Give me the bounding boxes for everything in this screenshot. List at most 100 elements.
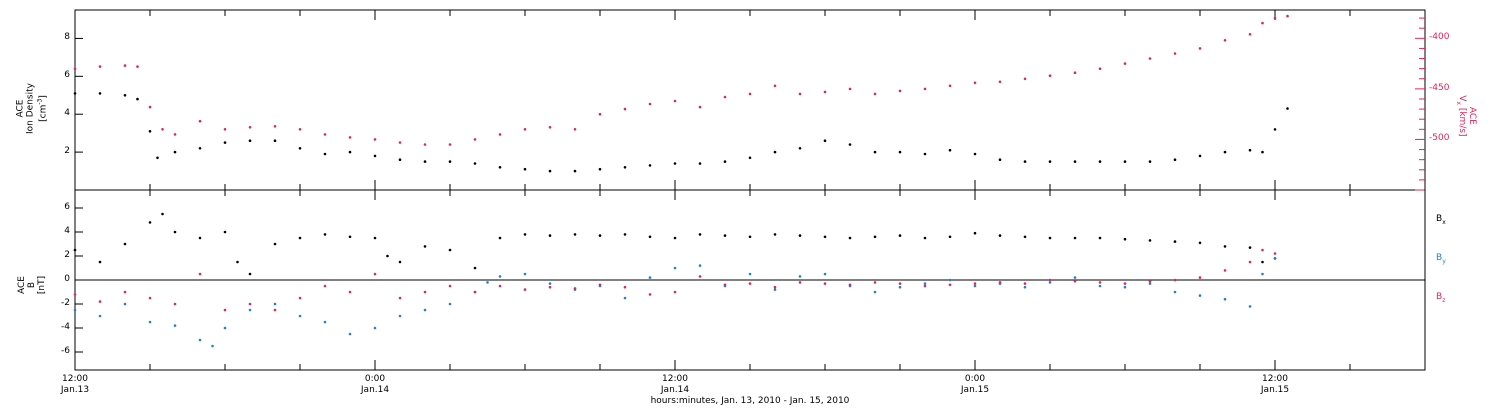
density-point <box>648 164 652 167</box>
density-point <box>823 139 827 142</box>
density-point <box>198 147 202 150</box>
by-point <box>211 344 214 348</box>
bottom-left-axis-label-b: B <box>27 281 37 289</box>
bz-point <box>273 308 277 312</box>
top-left-axis-label-units: [cm-3] <box>36 95 49 122</box>
density-point <box>173 150 177 154</box>
by-point <box>948 278 952 282</box>
by-point <box>1173 290 1177 294</box>
density-point <box>948 148 952 152</box>
bottom-left-tick-label: -4 <box>61 322 70 332</box>
bx-point <box>236 260 239 264</box>
bz-point <box>623 285 627 289</box>
by-point <box>1073 276 1077 279</box>
density-point <box>156 156 159 160</box>
by-point <box>873 290 877 294</box>
vx-point <box>498 133 502 136</box>
density-point <box>248 139 252 142</box>
by-point <box>1123 285 1127 289</box>
x-tick-date: Jan.15 <box>1260 385 1290 395</box>
bz-point <box>673 290 677 294</box>
x-tick-time: 12:00 <box>62 374 88 384</box>
top-left-tick-label: 2 <box>64 146 70 157</box>
bz-point <box>698 275 702 278</box>
x-axis-title: hours:minutes, Jan. 13, 2010 - Jan. 15, … <box>650 396 850 406</box>
density-point <box>748 156 752 160</box>
bx-point <box>1248 246 1252 249</box>
bz-point <box>98 300 102 303</box>
vx-point <box>623 107 627 111</box>
vx-point <box>1248 33 1252 36</box>
vx-point <box>161 128 164 131</box>
density-point <box>923 152 927 156</box>
bz-point <box>923 284 927 288</box>
by-point <box>373 326 377 330</box>
top-left-tick-label: 4 <box>64 108 70 119</box>
bz-point <box>473 290 477 294</box>
bx-point <box>1123 237 1127 241</box>
vx-point <box>598 112 602 116</box>
vx-point <box>1123 62 1127 65</box>
bz-point <box>448 284 452 288</box>
bottom-left-tick-label: -2 <box>61 298 70 308</box>
bz-point <box>998 281 1002 284</box>
by-point <box>898 285 902 289</box>
bx-point <box>398 260 402 264</box>
bx-point <box>273 242 277 246</box>
density-point <box>1286 107 1289 110</box>
bz-point <box>173 302 177 306</box>
density-point <box>598 167 602 171</box>
bz-point <box>848 283 852 287</box>
by-point <box>698 264 702 267</box>
density-point <box>398 158 402 161</box>
by-point <box>98 314 102 318</box>
vx-point <box>1048 74 1052 77</box>
bz-point <box>948 283 952 287</box>
data-points <box>73 14 1289 348</box>
bx-point <box>1223 245 1227 248</box>
vx-point <box>973 81 977 85</box>
density-point <box>136 97 139 101</box>
vx-point <box>348 136 352 139</box>
vx-point <box>1073 71 1077 74</box>
by-point <box>248 308 252 312</box>
by-point <box>198 338 202 342</box>
vx-point <box>298 128 302 131</box>
vx-point <box>1098 67 1102 70</box>
by-point <box>1023 285 1027 289</box>
vx-point <box>273 125 277 128</box>
bz-point <box>773 285 777 289</box>
bx-point <box>573 233 577 236</box>
vx-point <box>723 95 727 99</box>
by-point <box>523 272 527 276</box>
density-point <box>98 92 102 95</box>
bz-point <box>1261 248 1264 252</box>
density-point <box>1073 160 1077 163</box>
bz-point <box>798 281 802 284</box>
by-point <box>1261 272 1264 276</box>
density-point <box>298 147 302 150</box>
bx-point <box>748 235 752 239</box>
vx-point <box>1223 39 1227 42</box>
bz-point <box>1023 282 1027 285</box>
bx-point <box>548 234 552 237</box>
by-point <box>223 326 227 330</box>
vx-point <box>923 87 927 91</box>
bx-point <box>1073 236 1077 240</box>
bz-point <box>723 283 727 287</box>
bz-point <box>323 284 327 288</box>
bz-point <box>598 283 602 287</box>
bz-point <box>573 287 577 290</box>
by-point <box>823 272 827 276</box>
density-point <box>998 158 1002 161</box>
bx-point <box>1148 239 1152 242</box>
bx-point <box>523 233 527 236</box>
bz-point <box>73 293 77 296</box>
top-left-axis-label-ace: ACE <box>15 99 26 118</box>
bx-point <box>723 234 727 237</box>
bz-point <box>123 290 127 294</box>
bx-point <box>123 242 127 246</box>
by-point <box>648 276 652 279</box>
vx-point <box>1023 77 1027 81</box>
